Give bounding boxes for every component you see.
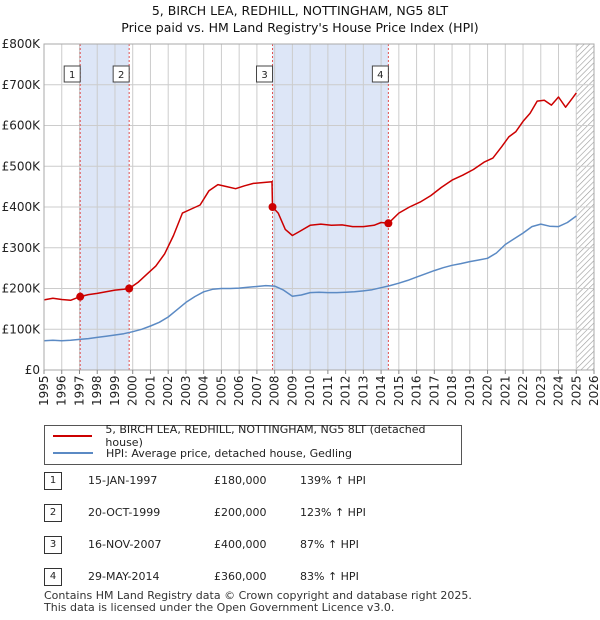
x-tick-label: 1998 [90, 375, 104, 406]
transaction-hpi: 87% ↑ HPI [300, 538, 359, 551]
x-tick-label: 2006 [232, 375, 246, 406]
y-tick-label: £800K [2, 37, 42, 51]
title-subtitle: Price paid vs. HM Land Registry's House … [121, 20, 479, 35]
table-row: 2 20-OCT-1999 £200,000 123% ↑ HPI [44, 504, 464, 522]
y-tick-label: £600K [2, 119, 42, 133]
footer-licence: This data is licensed under the Open Gov… [44, 601, 395, 614]
x-tick-label: 2021 [498, 375, 512, 406]
y-tick-label: £0 [25, 363, 40, 377]
footer-copyright: Contains HM Land Registry data © Crown c… [44, 589, 472, 602]
transaction-price: £400,000 [214, 538, 267, 551]
x-tick-label: 2025 [569, 375, 583, 406]
x-tick-label: 2026 [587, 375, 600, 406]
x-tick-label: 2012 [339, 375, 353, 406]
chart-title: 5, BIRCH LEA, REDHILL, NOTTINGHAM, NG5 8… [0, 2, 600, 36]
x-tick-label: 2019 [463, 375, 477, 406]
x-tick-label: 2002 [161, 375, 175, 406]
x-tick-label: 2007 [250, 375, 264, 406]
x-tick-label: 2003 [179, 375, 193, 406]
title-address: 5, BIRCH LEA, REDHILL, NOTTINGHAM, NG5 8… [151, 3, 449, 18]
legend-item-hpi: HPI: Average price, detached house, Gedl… [53, 445, 352, 461]
transaction-number: 4 [44, 568, 62, 586]
legend-item-property: 5, BIRCH LEA, REDHILL, NOTTINGHAM, NG5 8… [53, 423, 461, 449]
y-tick-label: £500K [2, 159, 42, 173]
transaction-date: 29-MAY-2014 [88, 570, 160, 583]
y-tick-label: £200K [2, 282, 42, 296]
table-row: 3 16-NOV-2007 £400,000 87% ↑ HPI [44, 536, 464, 554]
x-tick-label: 2009 [285, 375, 299, 406]
x-tick-label: 2018 [445, 375, 459, 406]
sale-point [384, 219, 393, 228]
x-tick-label: 1995 [37, 375, 51, 406]
legend-swatch-property [53, 435, 93, 437]
transaction-hpi: 83% ↑ HPI [300, 570, 359, 583]
x-tick-label: 2024 [552, 375, 566, 406]
x-tick-label: 2004 [197, 375, 211, 406]
sale-point [125, 284, 134, 293]
plot-frame [43, 43, 595, 371]
x-tick-label: 1999 [108, 375, 122, 406]
x-tick-label: 2023 [534, 375, 548, 406]
sale-point [76, 292, 85, 301]
transaction-price: £200,000 [214, 506, 267, 519]
sale-point [268, 203, 277, 211]
sale-label: 4 [377, 70, 383, 81]
transaction-price: £360,000 [214, 570, 267, 583]
transaction-number: 2 [44, 504, 62, 522]
x-tick-label: 2005 [214, 375, 228, 406]
x-tick-label: 2008 [268, 375, 282, 406]
transaction-price: £180,000 [214, 474, 267, 487]
x-tick-label: 2001 [143, 375, 157, 406]
legend-label-property: 5, BIRCH LEA, REDHILL, NOTTINGHAM, NG5 8… [105, 423, 426, 449]
y-tick-label: £100K [2, 322, 42, 336]
sale-label-box [112, 65, 130, 83]
chart-legend: 5, BIRCH LEA, REDHILL, NOTTINGHAM, NG5 8… [44, 423, 462, 465]
x-tick-label: 1996 [55, 375, 69, 406]
transaction-number: 1 [44, 472, 62, 490]
x-tick-label: 2013 [356, 375, 370, 406]
transaction-date: 20-OCT-1999 [88, 506, 161, 519]
footer: Contains HM Land Registry data © Crown c… [44, 590, 472, 614]
y-tick-label: £700K [2, 78, 42, 92]
y-tick-label: £300K [2, 241, 42, 255]
table-row: 4 29-MAY-2014 £360,000 83% ↑ HPI [44, 568, 464, 586]
x-tick-label: 2010 [303, 375, 317, 406]
sale-label-box [256, 65, 274, 83]
sale-label-box [63, 65, 81, 83]
x-tick-label: 2016 [410, 375, 424, 406]
sale-label: 3 [261, 70, 267, 81]
legend-label-hpi: HPI: Average price, detached house, Gedl… [106, 446, 352, 460]
transaction-hpi: 123% ↑ HPI [300, 506, 366, 519]
x-tick-label: 2014 [374, 375, 388, 406]
hpi-line [43, 215, 577, 342]
transaction-date: 16-NOV-2007 [88, 538, 162, 551]
transaction-hpi: 139% ↑ HPI [300, 474, 366, 487]
x-tick-label: 2020 [481, 375, 495, 406]
x-tick-label: 2017 [427, 375, 441, 406]
transaction-date: 15-JAN-1997 [88, 474, 158, 487]
legend-swatch-hpi [53, 452, 93, 454]
x-tick-label: 2000 [126, 375, 140, 406]
sale-label-box [371, 65, 389, 83]
price-chart: 1 2 3 4 £0 £100K £200K £300K £400K £500K £600K £70… [2, 37, 600, 406]
x-tick-label: 2011 [321, 375, 335, 406]
x-tick-label: 1997 [72, 375, 86, 406]
sale-label: 2 [118, 70, 124, 81]
sale-label: 1 [69, 70, 75, 81]
x-tick-label: 2015 [392, 375, 406, 406]
y-tick-label: £400K [2, 200, 42, 214]
transaction-number: 3 [44, 536, 62, 554]
table-row: 1 15-JAN-1997 £180,000 139% ↑ HPI [44, 472, 464, 490]
x-tick-label: 2022 [516, 375, 530, 406]
